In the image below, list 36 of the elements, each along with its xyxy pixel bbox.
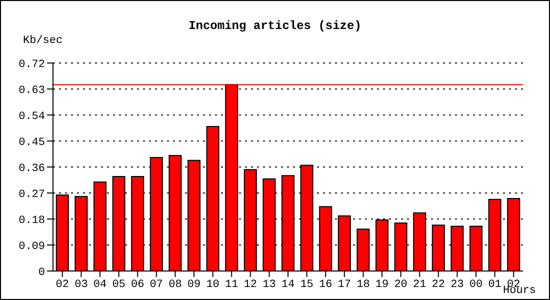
x-tick-label: 00 — [469, 278, 483, 291]
y-tick-label: 0.72 — [18, 58, 45, 71]
y-tick-label: 0.09 — [18, 240, 45, 253]
y-tick-label: 0.18 — [18, 214, 45, 227]
chart-title: Incoming articles (size) — [188, 19, 362, 33]
x-tick-label: 16 — [319, 278, 332, 291]
x-tick-label: 13 — [262, 278, 276, 291]
x-tick-label: 20 — [394, 278, 408, 291]
x-tick-label: 23 — [450, 278, 464, 291]
x-tick-label: 19 — [375, 278, 389, 291]
x-tick-label: 17 — [338, 278, 351, 291]
x-tick-label: 10 — [206, 278, 220, 291]
x-tick-label: 06 — [131, 278, 144, 291]
x-tick-label: 03 — [74, 278, 88, 291]
y-tick-label: 0.36 — [18, 162, 45, 175]
x-tick-label: 12 — [244, 278, 257, 291]
y-tick-label: 0 — [38, 266, 45, 279]
x-tick-label: 01 — [488, 278, 502, 291]
y-axis-title: Kb/sec — [23, 35, 63, 47]
x-tick-label: 07 — [150, 278, 163, 291]
x-tick-label: 11 — [225, 278, 239, 291]
x-axis-title: Hours — [503, 285, 536, 297]
x-tick-label: 22 — [432, 278, 445, 291]
x-tick-label: 08 — [168, 278, 182, 291]
y-tick-label: 0.63 — [18, 84, 45, 97]
y-tick-label: 0.45 — [18, 136, 45, 149]
x-tick-label: 04 — [93, 278, 107, 291]
x-tick-label: 18 — [356, 278, 370, 291]
y-tick-label: 0.27 — [18, 188, 45, 201]
y-tick-label: 0.54 — [18, 110, 46, 123]
x-tick-label: 09 — [187, 278, 201, 291]
x-tick-label: 05 — [112, 278, 126, 291]
x-tick-label: 02 — [56, 278, 69, 291]
x-tick-label: 14 — [281, 278, 295, 291]
x-tick-label: 15 — [300, 278, 314, 291]
x-tick-label: 21 — [413, 278, 427, 291]
